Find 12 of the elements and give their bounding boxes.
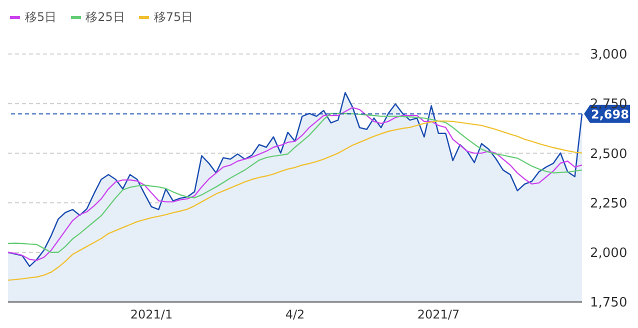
x-tick-label: 2021/1 bbox=[130, 308, 173, 322]
legend-label: 移5日 bbox=[25, 8, 57, 26]
x-tick-label: 2021/7 bbox=[417, 308, 460, 322]
line-series bbox=[8, 120, 583, 281]
y-tick-label: 1,750 bbox=[590, 296, 628, 311]
y-tick-label: 3,000 bbox=[590, 48, 628, 63]
y-tick-label: 2,500 bbox=[590, 146, 628, 162]
x-tick-label: 4/2 bbox=[285, 308, 305, 322]
y-tick-label: 2,250 bbox=[590, 196, 628, 212]
y-tick-label: 2,000 bbox=[590, 246, 628, 262]
legend-label: 移75日 bbox=[154, 8, 194, 26]
legend-label: 移25日 bbox=[86, 8, 125, 26]
